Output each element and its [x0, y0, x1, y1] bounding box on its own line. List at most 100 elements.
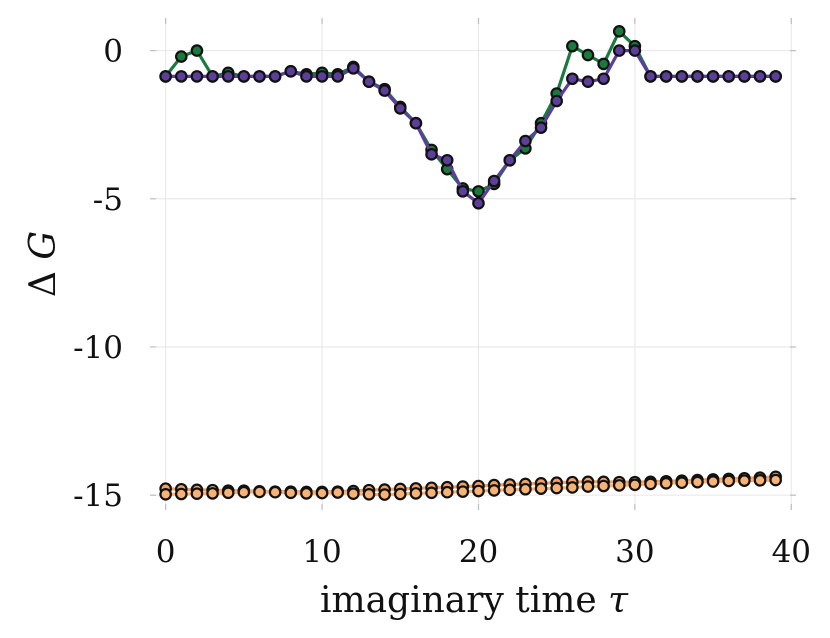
- data-point: [519, 134, 532, 148]
- data-point: [393, 487, 407, 501]
- data-point: [628, 478, 642, 492]
- data-point: [503, 483, 517, 497]
- data-point: [566, 39, 579, 53]
- data-point: [174, 70, 188, 83]
- data-point: [362, 487, 376, 501]
- data-point: [174, 487, 188, 501]
- data-point: [675, 476, 689, 490]
- data-point: [315, 70, 329, 83]
- data-point: [221, 486, 235, 500]
- data-point: [440, 485, 454, 499]
- data-point: [706, 475, 720, 488]
- data-point: [456, 185, 470, 198]
- data-point: [659, 477, 673, 490]
- data-point: [566, 72, 579, 86]
- data-point: [159, 487, 172, 501]
- data-point: [378, 488, 391, 501]
- data-point: [409, 487, 423, 500]
- data-point: [206, 70, 219, 83]
- data-point: [362, 75, 376, 89]
- data-point: [659, 70, 673, 83]
- data-point: [174, 50, 188, 63]
- data-point: [597, 57, 610, 71]
- data-point: [534, 482, 548, 495]
- data-point: [581, 48, 595, 62]
- x-tick-label: 20: [459, 534, 498, 570]
- data-point: [722, 474, 736, 488]
- data-point: [581, 75, 595, 89]
- x-tick-label: 40: [772, 534, 811, 570]
- y-tick-label: -15: [73, 478, 123, 514]
- x-axis-label-text: imaginary time: [320, 580, 597, 621]
- data-point: [425, 148, 438, 161]
- y-tick-label: 0: [103, 34, 123, 70]
- series-line: [165, 48, 776, 205]
- data-point: [566, 481, 579, 494]
- data-point: [550, 481, 563, 495]
- data-point: [628, 44, 642, 57]
- data-point: [315, 486, 329, 500]
- data-point: [300, 70, 313, 83]
- grid: [150, 18, 796, 510]
- data-point: [300, 487, 313, 500]
- data-point: [456, 485, 470, 498]
- data-point: [237, 70, 251, 83]
- data-point: [503, 153, 517, 167]
- data-point: [347, 62, 360, 75]
- plot-frame: [150, 18, 796, 510]
- data-point: [550, 94, 563, 108]
- series-line: [165, 478, 776, 497]
- data-point: [691, 70, 704, 83]
- data-point: [644, 70, 657, 83]
- data-point: [519, 482, 532, 496]
- series-layer: [159, 25, 782, 501]
- data-point: [268, 70, 282, 83]
- y-axis-label-symbol: G: [23, 231, 64, 260]
- data-point: [675, 70, 689, 83]
- x-axis-label-symbol: τ: [608, 580, 629, 621]
- y-tick-label: -10: [73, 330, 123, 366]
- data-point: [581, 480, 595, 493]
- data-point: [253, 485, 266, 499]
- data-point: [347, 487, 360, 500]
- data-point: [425, 486, 438, 500]
- data-point: [393, 102, 407, 115]
- data-point: [487, 484, 501, 497]
- series-2: [159, 44, 782, 210]
- x-tick-label: 0: [156, 534, 176, 570]
- x-tick-label: 10: [302, 534, 341, 570]
- data-point: [769, 70, 782, 83]
- data-point: [190, 487, 204, 500]
- data-point: [440, 153, 454, 167]
- data-point: [769, 473, 782, 487]
- data-point: [612, 479, 626, 492]
- data-point: [487, 174, 501, 188]
- data-point: [253, 70, 266, 83]
- data-point: [472, 196, 485, 210]
- data-point: [738, 70, 751, 83]
- data-point: [190, 44, 204, 57]
- data-point: [597, 72, 610, 86]
- data-point: [472, 484, 485, 498]
- data-point: [753, 70, 767, 83]
- data-point: [722, 70, 736, 83]
- tick-labels: 0 10 20 30 40 0 -5 -10 -15: [73, 34, 811, 570]
- series-1: [159, 25, 782, 198]
- data-point: [190, 70, 204, 83]
- data-point: [409, 116, 423, 130]
- data-point: [644, 477, 657, 491]
- series-4: [159, 473, 782, 501]
- data-point: [331, 486, 344, 499]
- data-point: [284, 65, 298, 78]
- x-tick-label: 30: [615, 534, 654, 570]
- data-point: [472, 185, 485, 198]
- data-point: [691, 475, 704, 489]
- series-line: [164, 29, 776, 193]
- data-point: [597, 479, 610, 493]
- data-point: [378, 84, 391, 97]
- data-point: [159, 70, 172, 83]
- y-axis-label: Δ G: [23, 231, 64, 297]
- data-point: [612, 25, 626, 38]
- y-tick-label: -5: [93, 182, 123, 218]
